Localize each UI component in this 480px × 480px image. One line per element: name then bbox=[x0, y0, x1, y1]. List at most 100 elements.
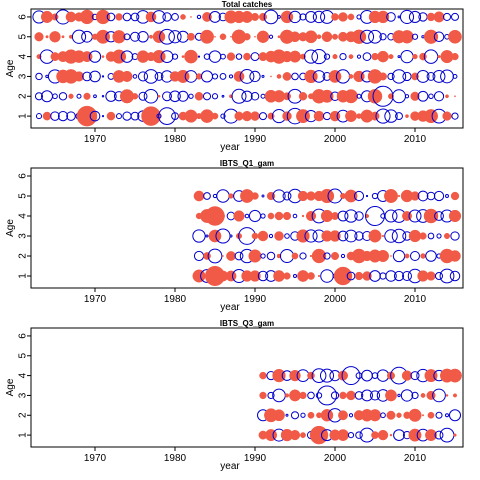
bubble-negative bbox=[386, 12, 396, 22]
x-axis-label: year bbox=[220, 302, 240, 313]
bubble-negative bbox=[397, 55, 401, 59]
bubble-negative bbox=[220, 113, 226, 119]
bubble-negative bbox=[160, 50, 174, 63]
bubble-negative bbox=[404, 94, 410, 99]
bubble-negative bbox=[361, 389, 373, 402]
y-tick-label: 5 bbox=[18, 34, 29, 40]
bubble-positive bbox=[106, 111, 116, 121]
bubble-negative bbox=[392, 249, 406, 263]
bubble-positive bbox=[248, 249, 262, 263]
bubble-negative bbox=[354, 211, 364, 221]
bubble-negative bbox=[35, 113, 43, 120]
bubble-positive bbox=[408, 408, 422, 422]
bubble-positive bbox=[184, 109, 198, 123]
bubble-negative bbox=[434, 211, 444, 221]
bubble-positive bbox=[385, 389, 397, 402]
bubble-positive bbox=[401, 370, 413, 381]
bubble-positive bbox=[376, 10, 390, 24]
bubble-positive bbox=[259, 12, 267, 21]
bubble-positive bbox=[389, 433, 393, 437]
bubble-negative bbox=[384, 229, 398, 243]
bubble-positive bbox=[226, 52, 236, 61]
bubble-negative bbox=[387, 72, 395, 81]
bubble-negative bbox=[138, 91, 148, 101]
bubble-positive bbox=[284, 393, 290, 398]
bubble-negative bbox=[375, 108, 391, 124]
bubble-positive bbox=[76, 105, 98, 127]
bubble-negative bbox=[452, 73, 458, 79]
bubble-negative bbox=[212, 193, 218, 199]
bubble-negative bbox=[106, 12, 116, 22]
bubble-negative bbox=[434, 271, 444, 281]
bubble-negative bbox=[380, 412, 386, 419]
y-tick-label: 3 bbox=[18, 73, 29, 79]
bubble-positive bbox=[453, 393, 457, 398]
bubble-positive bbox=[51, 13, 59, 21]
bubble-positive bbox=[371, 431, 379, 439]
bubble-negative bbox=[89, 110, 101, 122]
panel-title: Total catches bbox=[222, 0, 273, 9]
y-axis-label: Age bbox=[5, 378, 16, 396]
bubble-negative bbox=[130, 31, 140, 42]
bubble-positive bbox=[307, 272, 315, 280]
bubble-negative bbox=[355, 372, 363, 380]
bubble-positive bbox=[419, 232, 427, 240]
bubble-negative bbox=[257, 270, 269, 282]
bubble-negative bbox=[143, 69, 159, 84]
bubble-positive bbox=[453, 433, 457, 437]
x-tick-label: 2010 bbox=[404, 294, 427, 305]
bubble-positive bbox=[214, 35, 216, 38]
bubble-positive bbox=[208, 229, 222, 243]
bubble-positive bbox=[348, 74, 354, 79]
bubble-negative bbox=[193, 250, 205, 262]
bubble-negative bbox=[258, 112, 268, 121]
bubble-positive bbox=[112, 30, 126, 44]
bubble-positive bbox=[423, 29, 439, 44]
bubble-negative bbox=[239, 69, 255, 84]
bubble-negative bbox=[41, 90, 53, 103]
y-tick-label: 6 bbox=[18, 173, 29, 179]
bubble-negative bbox=[169, 90, 181, 103]
bubble-positive bbox=[344, 189, 358, 203]
bubble-negative bbox=[425, 250, 437, 262]
bubble-positive bbox=[368, 409, 382, 422]
bubble-positive bbox=[332, 33, 338, 40]
bubble-positive bbox=[256, 30, 270, 43]
bubble-negative bbox=[344, 229, 358, 243]
bubble-positive bbox=[276, 253, 282, 259]
bubble-positive bbox=[425, 429, 437, 442]
panel-1: Total catches 1970 1980 1990 2000 2010 1 2 3 4 5 6 y… bbox=[5, 0, 464, 153]
bubble-negative bbox=[290, 411, 300, 420]
bubble-negative bbox=[130, 111, 140, 121]
bubble-positive bbox=[309, 254, 313, 258]
bubble-negative bbox=[369, 390, 381, 401]
bubble-negative bbox=[209, 11, 221, 23]
bubble-positive bbox=[445, 94, 449, 99]
bubble-positive bbox=[203, 252, 211, 260]
x-tick-label: 1980 bbox=[164, 453, 187, 464]
bubble-negative bbox=[244, 213, 250, 219]
bubble-negative bbox=[268, 233, 274, 239]
bubble-positive bbox=[410, 91, 420, 101]
bubble-negative bbox=[89, 70, 101, 83]
bubble-positive bbox=[390, 255, 392, 257]
bubble-negative bbox=[35, 72, 43, 81]
bubble-negative bbox=[207, 248, 223, 264]
bubble-negative bbox=[171, 53, 179, 60]
bubble-negative bbox=[408, 209, 422, 223]
bubble-negative bbox=[436, 233, 442, 239]
x-tick-label: 1970 bbox=[84, 134, 107, 145]
bubble-positive bbox=[316, 34, 322, 40]
bubble-positive bbox=[448, 368, 462, 383]
bubble-negative bbox=[320, 269, 334, 283]
bubble-negative bbox=[66, 111, 76, 121]
bubble-positive bbox=[228, 193, 234, 199]
bubble-negative bbox=[177, 90, 189, 102]
bubble-positive bbox=[259, 371, 267, 380]
bubble-negative bbox=[417, 190, 429, 202]
bubble-positive bbox=[442, 111, 452, 121]
y-tick-label: 2 bbox=[18, 253, 29, 259]
x-tick-label: 2000 bbox=[324, 294, 347, 305]
bubble-positive bbox=[354, 271, 364, 281]
bubble-negative bbox=[299, 13, 307, 21]
